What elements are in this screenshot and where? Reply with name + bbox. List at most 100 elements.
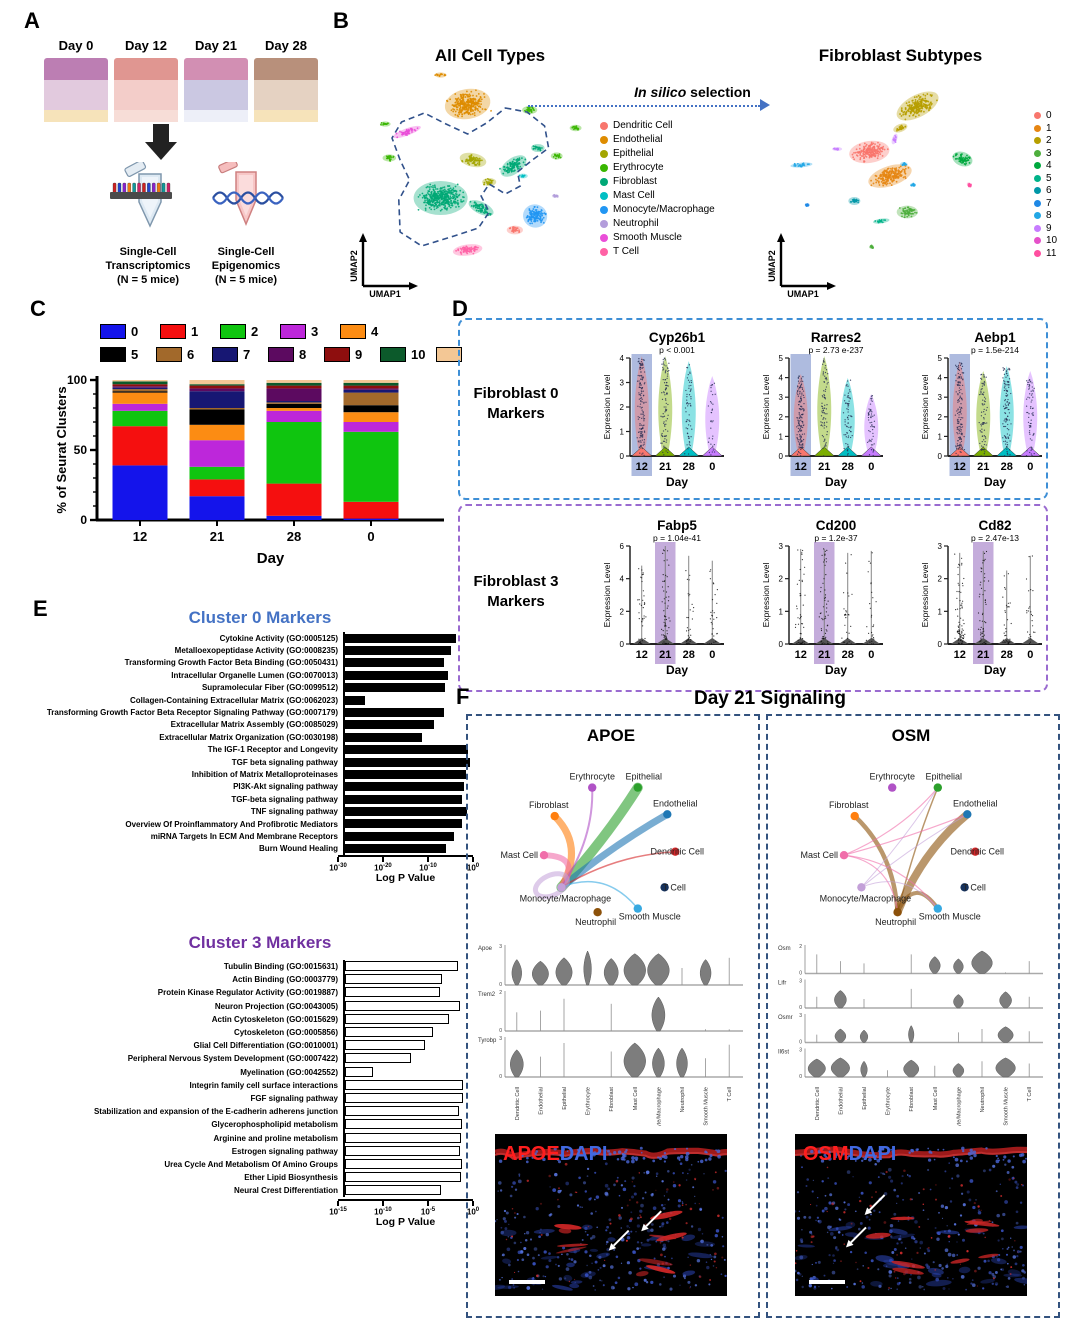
go-row: Burn Wound Healing bbox=[38, 842, 478, 856]
axis-tick-label: 10-30 bbox=[329, 863, 347, 873]
stain-label: APOEDAPI bbox=[503, 1143, 607, 1165]
svg-text:Day: Day bbox=[984, 663, 1006, 677]
go-term-label: FGF signaling pathway bbox=[250, 1093, 338, 1103]
cell-type-axis-label: Erythrocyte bbox=[586, 1087, 592, 1115]
svg-text:p = 2.73 e-237: p = 2.73 e-237 bbox=[808, 345, 863, 355]
svg-text:3: 3 bbox=[799, 1013, 802, 1019]
axis-tick bbox=[381, 1201, 384, 1206]
umap-cluster bbox=[869, 244, 875, 250]
go-term-label: Neural Crest Differentiation bbox=[233, 1186, 338, 1196]
violin bbox=[555, 957, 573, 986]
svg-text:2: 2 bbox=[938, 413, 943, 422]
go-bar bbox=[345, 987, 440, 998]
panel-c-label: C bbox=[30, 296, 46, 321]
svg-text:0: 0 bbox=[799, 1074, 802, 1080]
svg-text:Day: Day bbox=[666, 663, 688, 677]
umap-cluster bbox=[459, 152, 487, 168]
go-term-label: TGF-beta signaling pathway bbox=[231, 794, 338, 804]
svg-text:Cyp26b1: Cyp26b1 bbox=[649, 330, 706, 345]
svg-text:Expression Level: Expression Level bbox=[920, 375, 930, 440]
cell-type-axis-label: Neutrophil bbox=[680, 1087, 686, 1113]
svg-text:3: 3 bbox=[779, 542, 784, 551]
svg-text:Expression Level: Expression Level bbox=[602, 563, 612, 628]
network-node-label: Epithelial bbox=[626, 772, 663, 782]
go-bar bbox=[345, 844, 446, 854]
day-label: Day 12 bbox=[125, 38, 167, 53]
legend-item: T Cell bbox=[600, 246, 715, 257]
cell-type-axis-label: Mast Cell bbox=[633, 1087, 639, 1110]
legend-item: Dendritic Cell bbox=[600, 120, 715, 131]
bar-segment bbox=[112, 465, 168, 520]
bar-segment bbox=[343, 385, 399, 389]
go-row: Transforming Growth Factor Beta Receptor… bbox=[38, 706, 478, 719]
legend-item: 2 bbox=[1034, 135, 1057, 146]
network-node bbox=[933, 783, 942, 792]
group-title-line: Markers bbox=[487, 592, 545, 610]
go-row: Integrin family cell surface interaction… bbox=[38, 1078, 478, 1092]
go-bar bbox=[345, 1185, 441, 1196]
umap-cluster bbox=[522, 106, 538, 114]
legend-item: Mast Cell bbox=[600, 190, 715, 201]
network-node bbox=[593, 908, 602, 917]
svg-text:21: 21 bbox=[659, 649, 671, 661]
svg-text:0: 0 bbox=[799, 1005, 802, 1011]
legend-item: Monocyte/Macrophage bbox=[600, 204, 715, 215]
svg-text:0: 0 bbox=[367, 529, 374, 544]
axis-tick-label: 10-10 bbox=[419, 863, 437, 873]
svg-text:0: 0 bbox=[1027, 649, 1033, 661]
sample-tubes-illustration bbox=[110, 162, 284, 228]
legend-dot-icon bbox=[1034, 112, 1041, 119]
go-bar bbox=[345, 707, 445, 717]
go-row: Extracellular Matrix Organization (GO:00… bbox=[38, 731, 478, 744]
annotation-arrow-icon bbox=[868, 1194, 886, 1211]
go-bar bbox=[345, 1172, 462, 1183]
svg-text:4: 4 bbox=[620, 354, 625, 363]
legend-dot-icon bbox=[600, 135, 608, 144]
go-term-label: Burn Wound Healing bbox=[259, 844, 338, 854]
svg-text:0: 0 bbox=[499, 1028, 502, 1034]
svg-text:Day: Day bbox=[984, 475, 1006, 489]
go-bar bbox=[345, 645, 452, 655]
go-bar bbox=[345, 683, 446, 693]
subtype-legend: 0 1 2 3 4 5 6 7 8 9 10 11 bbox=[1034, 110, 1057, 260]
cluster3-markers-title: Cluster 3 Markers bbox=[188, 933, 332, 952]
go-term-label: Ether Lipid Biosynthesis bbox=[244, 1173, 338, 1183]
cluster3-x-axis-label: Log P Value bbox=[375, 1216, 436, 1228]
legend-item: 6 bbox=[1034, 185, 1057, 196]
go-row: Actin Binding (GO:0003779) bbox=[38, 973, 478, 987]
go-row: Intracellular Organelle Lumen (GO:007001… bbox=[38, 669, 478, 682]
bar-segment bbox=[112, 387, 168, 390]
bar-segment bbox=[266, 403, 322, 408]
osm-section-box bbox=[766, 714, 1060, 1318]
bar-segment bbox=[112, 380, 168, 382]
go-row: Urea Cycle And Metabolism Of Amino Group… bbox=[38, 1157, 478, 1171]
svg-text:28: 28 bbox=[1001, 461, 1013, 473]
violin bbox=[623, 953, 646, 986]
svg-text:Aebp1: Aebp1 bbox=[974, 330, 1016, 345]
bar-segment bbox=[343, 388, 399, 390]
legend-item: 7 bbox=[212, 347, 250, 362]
go-bar bbox=[345, 1027, 433, 1038]
svg-text:0: 0 bbox=[499, 982, 502, 988]
cell-type-axis-label: Endothelial bbox=[538, 1087, 544, 1115]
violin-row-gene-label: Trem2 bbox=[478, 992, 496, 998]
go-bar bbox=[345, 1119, 463, 1130]
svg-text:28: 28 bbox=[683, 649, 695, 661]
svg-text:0: 0 bbox=[938, 452, 943, 461]
caption-line: (N = 5 mice) bbox=[116, 273, 180, 286]
legend-item: 0 bbox=[100, 324, 138, 339]
go-row: Supramolecular Fiber (GO:0099512) bbox=[38, 681, 478, 694]
violin bbox=[583, 950, 592, 986]
bar-segment bbox=[112, 389, 168, 392]
go-row: Transforming Growth Factor Beta Binding … bbox=[38, 656, 478, 670]
svg-text:2: 2 bbox=[938, 575, 943, 584]
go-term-label: Extracellular Matrix Assembly (GO:008502… bbox=[170, 720, 338, 730]
svg-text:21: 21 bbox=[210, 529, 224, 544]
svg-text:0: 0 bbox=[799, 971, 802, 977]
go-term-label: Extracellular Matrix Organization (GO:00… bbox=[159, 732, 338, 742]
apoe-signaling-network: Erythrocyte Epithelial Fibroblast Endotheli… bbox=[500, 772, 704, 928]
go-row: Stabilization and expansion of the E-cad… bbox=[38, 1105, 478, 1119]
umap-cluster bbox=[893, 123, 908, 133]
